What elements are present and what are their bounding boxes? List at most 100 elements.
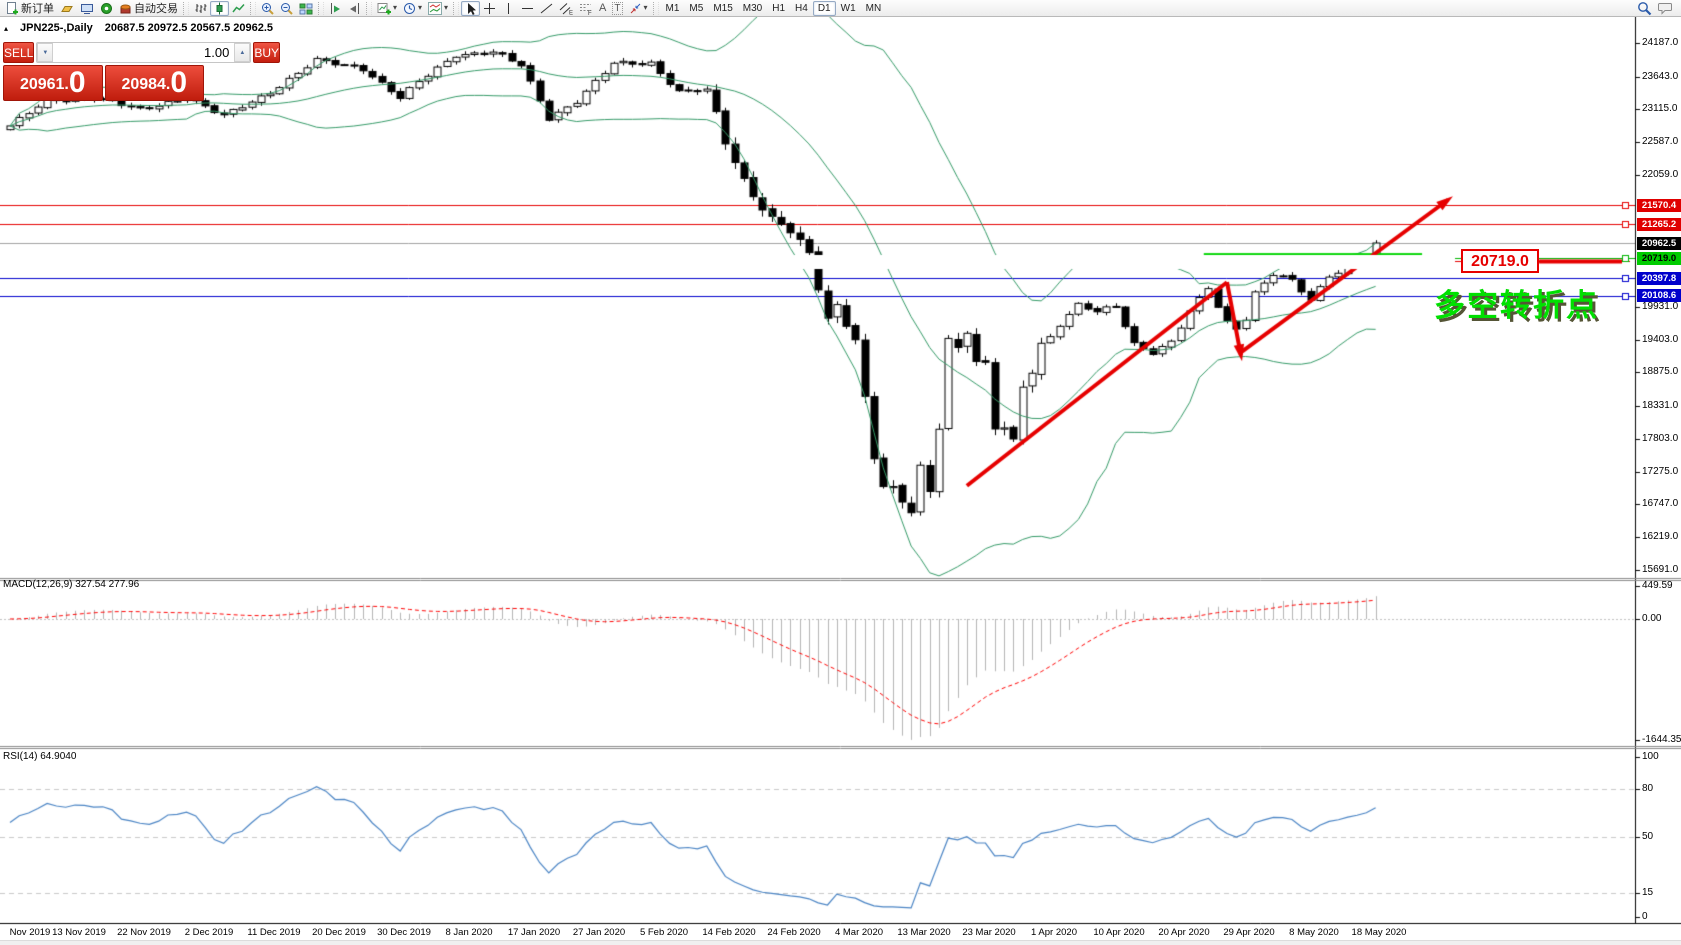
vertical-line-button[interactable]: [499, 1, 518, 16]
sell-button[interactable]: SELL: [3, 42, 35, 63]
auto-trading-button[interactable]: 自动交易: [116, 1, 181, 16]
chart-shift-icon: [348, 2, 361, 15]
timeframe-button-w1[interactable]: W1: [840, 2, 856, 14]
timeframe-toolbar: M1 M5 M15 M30 H1 H4 D1 W1 MN: [661, 0, 887, 16]
indicators-button[interactable]: ▾: [425, 1, 451, 16]
macd-label: MACD(12,26,9) 327.54 277.96: [3, 579, 140, 590]
equidistant-channel-button[interactable]: E: [556, 1, 576, 16]
buy-price: 20984.: [121, 76, 171, 93]
cursor-icon: [464, 2, 477, 15]
crosshair-icon: [483, 2, 496, 15]
trendline-button[interactable]: [537, 1, 556, 16]
symbol-title: JPN225-,Daily: [20, 22, 93, 34]
candlestick-chart-button[interactable]: [210, 0, 229, 16]
cursor-button[interactable]: [461, 0, 481, 16]
chart-canvas[interactable]: [0, 17, 1681, 945]
dropdown-arrow-icon: ▾: [444, 3, 449, 12]
text-label-button[interactable]: T: [609, 1, 625, 16]
timeframe-button-h4[interactable]: H4: [795, 2, 808, 14]
clock-icon: [403, 2, 416, 15]
auto-scroll-icon: [329, 2, 342, 15]
auto-trading-label: 自动交易: [134, 3, 178, 15]
rsi-label: RSI(14) 64.9040: [3, 751, 77, 762]
chat-icon[interactable]: [1658, 1, 1674, 15]
one-click-trading-widget: SELL ▼ ▲ BUY 20961. 0 20984. 0: [3, 42, 281, 101]
zoom-out-button[interactable]: [277, 1, 296, 16]
timeframe-button-d1[interactable]: D1: [812, 0, 836, 16]
arrows-tool-button[interactable]: ▾: [626, 1, 651, 16]
buy-button[interactable]: BUY: [253, 42, 281, 63]
trade-widget-top-row: SELL ▼ ▲ BUY: [3, 42, 281, 63]
fibonacci-icon: F: [579, 2, 593, 15]
market-watch-button[interactable]: [77, 1, 97, 16]
dropdown-arrow-icon: ▾: [393, 3, 398, 12]
fibonacci-button[interactable]: F: [576, 1, 596, 16]
crosshair-button[interactable]: [480, 1, 499, 16]
line-chart-button[interactable]: [229, 1, 248, 16]
gold-ingot-icon: [60, 2, 74, 15]
timeframe-button-m15[interactable]: M15: [713, 2, 733, 14]
timeframe-button-m5[interactable]: M5: [689, 2, 704, 14]
candlestick-icon: [213, 2, 226, 15]
line-chart-icon: [232, 2, 245, 15]
volume-increase-button[interactable]: ▲: [234, 43, 251, 62]
chart-title: ▴ JPN225-,Daily 20687.5 20972.5 20567.5 …: [4, 22, 273, 34]
toolbar-separator: [652, 1, 659, 15]
text-button[interactable]: A: [596, 1, 609, 16]
tile-windows-button[interactable]: [296, 1, 316, 16]
new-chart-icon: [377, 2, 391, 15]
volume-input[interactable]: [53, 43, 235, 62]
timeframe-button-m30[interactable]: M30: [742, 2, 763, 14]
triangle-down-icon: ▼: [42, 49, 49, 56]
buy-price-pip: 0: [170, 66, 188, 99]
new-order-label: 新订单: [21, 3, 54, 15]
chart-shift-button[interactable]: [345, 1, 364, 16]
channel-icon: E: [559, 2, 573, 15]
dropdown-arrow-icon: ▾: [418, 3, 423, 12]
vertical-line-icon: [502, 2, 515, 15]
ohlc-values: 20687.5 20972.5 20567.5 20962.5: [104, 22, 273, 34]
timeframe-button-mn[interactable]: MN: [865, 2, 882, 14]
toolbar-separator: [250, 1, 256, 15]
horizontal-line-button[interactable]: [518, 1, 537, 16]
auto-trading-icon: [119, 2, 132, 15]
sell-price-panel[interactable]: 20961. 0: [3, 65, 103, 101]
navigator-icon: [100, 2, 113, 15]
main-toolbar: 新订单 自动交易 ▾ ▾: [0, 0, 1681, 17]
toolbar-separator: [366, 1, 372, 15]
svg-text:F: F: [588, 11, 592, 15]
search-icon[interactable]: [1637, 1, 1652, 16]
horizontal-line-icon: [521, 2, 534, 15]
bar-chart-button[interactable]: [191, 1, 210, 16]
toolbar-separator: [453, 1, 460, 15]
new-order-button[interactable]: 新订单: [3, 1, 57, 16]
new-chart-button[interactable]: ▾: [374, 1, 400, 16]
price-level-callout[interactable]: 20719.0: [1461, 249, 1539, 273]
collapse-arrow-icon[interactable]: ▴: [4, 24, 9, 33]
dropdown-arrow-icon: ▾: [643, 3, 648, 12]
arrows-tool-icon: [629, 2, 642, 15]
buy-price-panel[interactable]: 20984. 0: [104, 65, 204, 101]
bottom-strip: [0, 940, 1681, 945]
zoom-in-button[interactable]: [258, 1, 277, 16]
auto-scroll-button[interactable]: [326, 1, 345, 16]
volume-decrease-button[interactable]: ▼: [37, 43, 54, 62]
toolbar-separator: [318, 1, 324, 15]
navigator-button[interactable]: [97, 1, 116, 16]
trendline-icon: [540, 2, 553, 15]
triangle-up-icon: ▲: [239, 49, 246, 56]
toolbar-separator: [183, 1, 189, 15]
svg-text:E: E: [569, 10, 573, 15]
tile-windows-icon: [299, 2, 313, 15]
sell-price-pip: 0: [68, 66, 86, 99]
timeframe-button-h1[interactable]: H1: [772, 2, 786, 14]
new-order-icon: [6, 1, 19, 15]
indicators-icon: [428, 1, 443, 15]
periodicity-button[interactable]: ▾: [400, 1, 425, 16]
zoom-in-icon: [261, 2, 274, 15]
profiles-button[interactable]: [57, 1, 77, 16]
toolbar-right-group: [1637, 1, 1678, 16]
text-t-icon: T: [612, 1, 623, 15]
timeframe-button-m1[interactable]: M1: [665, 2, 680, 14]
text-a-icon: A: [599, 2, 607, 14]
